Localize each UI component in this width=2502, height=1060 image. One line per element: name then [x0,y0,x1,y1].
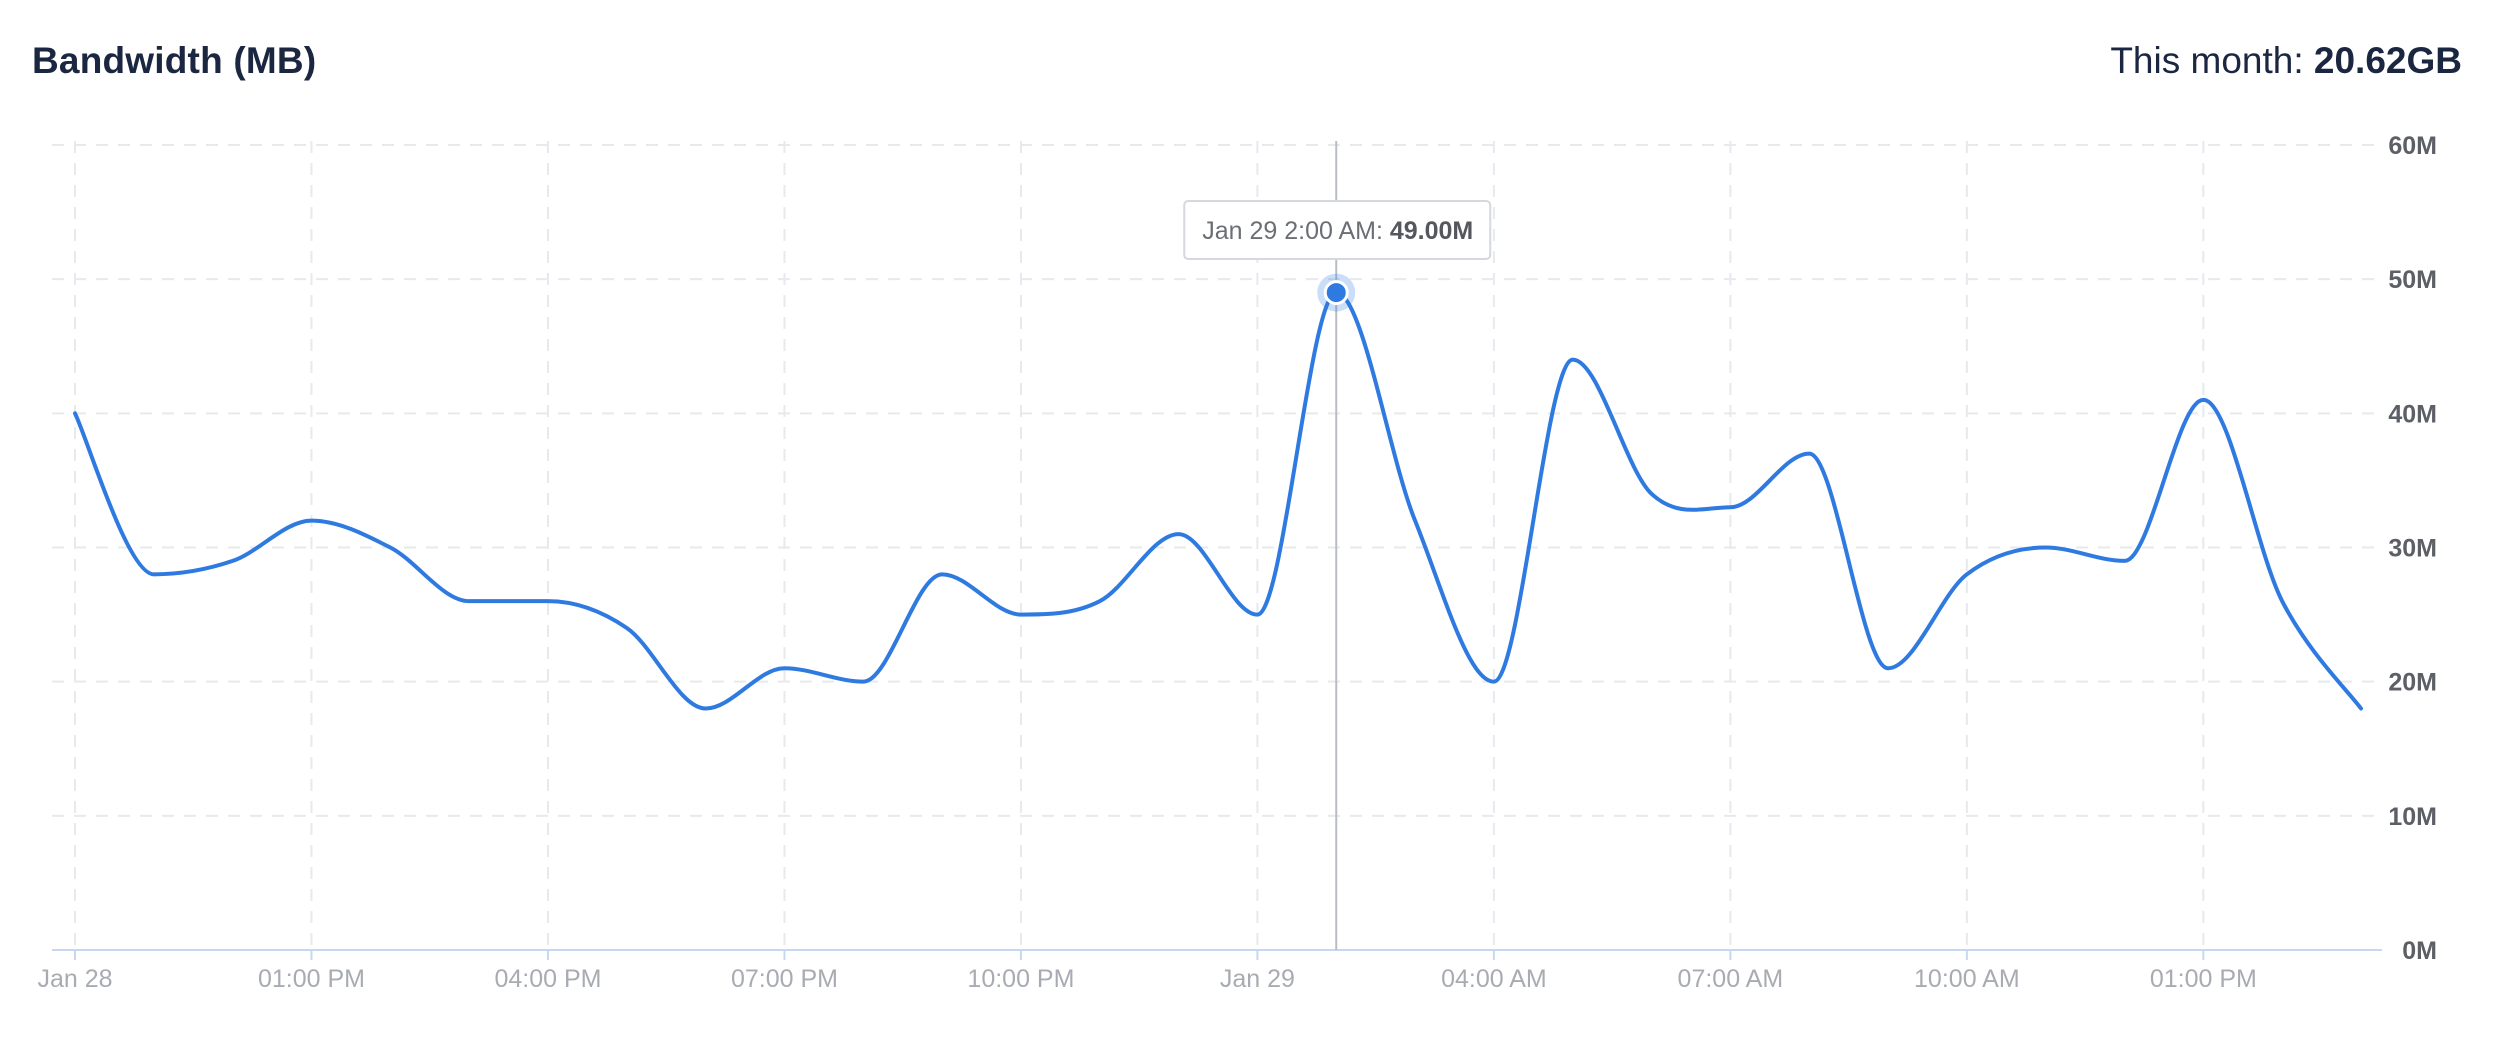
data-point[interactable] [1878,658,1898,678]
data-point[interactable] [1247,605,1267,625]
y-tick-label: 40M [2388,400,2437,428]
data-point[interactable] [774,658,794,678]
month-summary: This month: 20.62GB [2110,40,2462,82]
x-tick-label: 04:00 AM [1441,965,1547,993]
data-point[interactable] [2272,591,2292,611]
data-point[interactable] [1563,350,1583,370]
y-tick-label: 30M [2388,535,2437,563]
data-point[interactable] [1642,484,1662,504]
tooltip: Jan 29 2:00 AM: 49.00M [1183,200,1492,260]
data-point[interactable] [301,511,321,531]
data-point[interactable] [2193,390,2213,410]
y-tick-label: 50M [2388,266,2437,294]
chart-grid [52,141,2382,950]
data-point[interactable] [538,591,558,611]
chart-title: Bandwidth (MB) [32,40,317,81]
x-tick-label: Jan 28 [37,965,112,993]
x-tick-label: 07:00 AM [1678,965,1784,993]
data-point[interactable] [617,618,637,638]
y-tick-label: 10M [2388,803,2437,831]
tooltip-text: Jan 29 2:00 AM: 49.00M [1202,217,1473,245]
data-point[interactable] [1169,524,1189,544]
x-tick-label: 04:00 PM [494,965,601,993]
x-tick-label: 01:00 PM [2150,965,2257,993]
data-point[interactable] [1090,591,1110,611]
x-tick-label: 10:00 AM [1914,965,2020,993]
y-tick-label: 60M [2388,132,2437,160]
tooltip-box [1183,200,1492,260]
month-summary-label: This month: [2110,40,2314,81]
data-point[interactable] [1720,497,1740,517]
data-point[interactable] [1484,672,1504,692]
data-point[interactable] [1405,511,1425,531]
data-point[interactable] [223,551,243,571]
data-point[interactable] [1011,605,1031,625]
data-point[interactable] [2036,538,2056,558]
data-point[interactable] [1957,564,1977,584]
y-tick-label: 20M [2388,669,2437,697]
data-point[interactable] [459,591,479,611]
y-tick-label: 0M [2402,937,2437,965]
x-tick-label: Jan 29 [1220,965,1295,993]
chart-axes: 0M 10M 20M 30M 40M 50M 60M Jan 28 01:00 PM 04:00 … [37,132,2437,993]
tooltip-label: Jan 29 2:00 AM: [1202,217,1390,245]
month-summary-value: 20.62GB [2313,40,2462,81]
hover-point[interactable] [1323,280,1349,306]
data-point[interactable] [144,564,164,584]
x-tick-label: 07:00 PM [731,965,838,993]
bandwidth-series-line [73,290,2363,711]
data-point[interactable] [380,538,400,558]
tooltip-value: 49.00M [1390,217,1473,245]
x-tick-label: 01:00 PM [258,965,365,993]
data-point[interactable] [696,699,716,719]
x-tick-label: 10:00 PM [967,965,1074,993]
data-point[interactable] [853,672,873,692]
chart-series [65,290,2371,719]
data-point[interactable] [65,403,85,423]
data-point[interactable] [1799,444,1819,464]
data-point[interactable] [2351,699,2371,719]
data-point[interactable] [2115,551,2135,571]
data-point[interactable] [932,564,952,584]
chart-hover: Jan 29 2:00 AM: 49.00M [1183,141,1492,950]
